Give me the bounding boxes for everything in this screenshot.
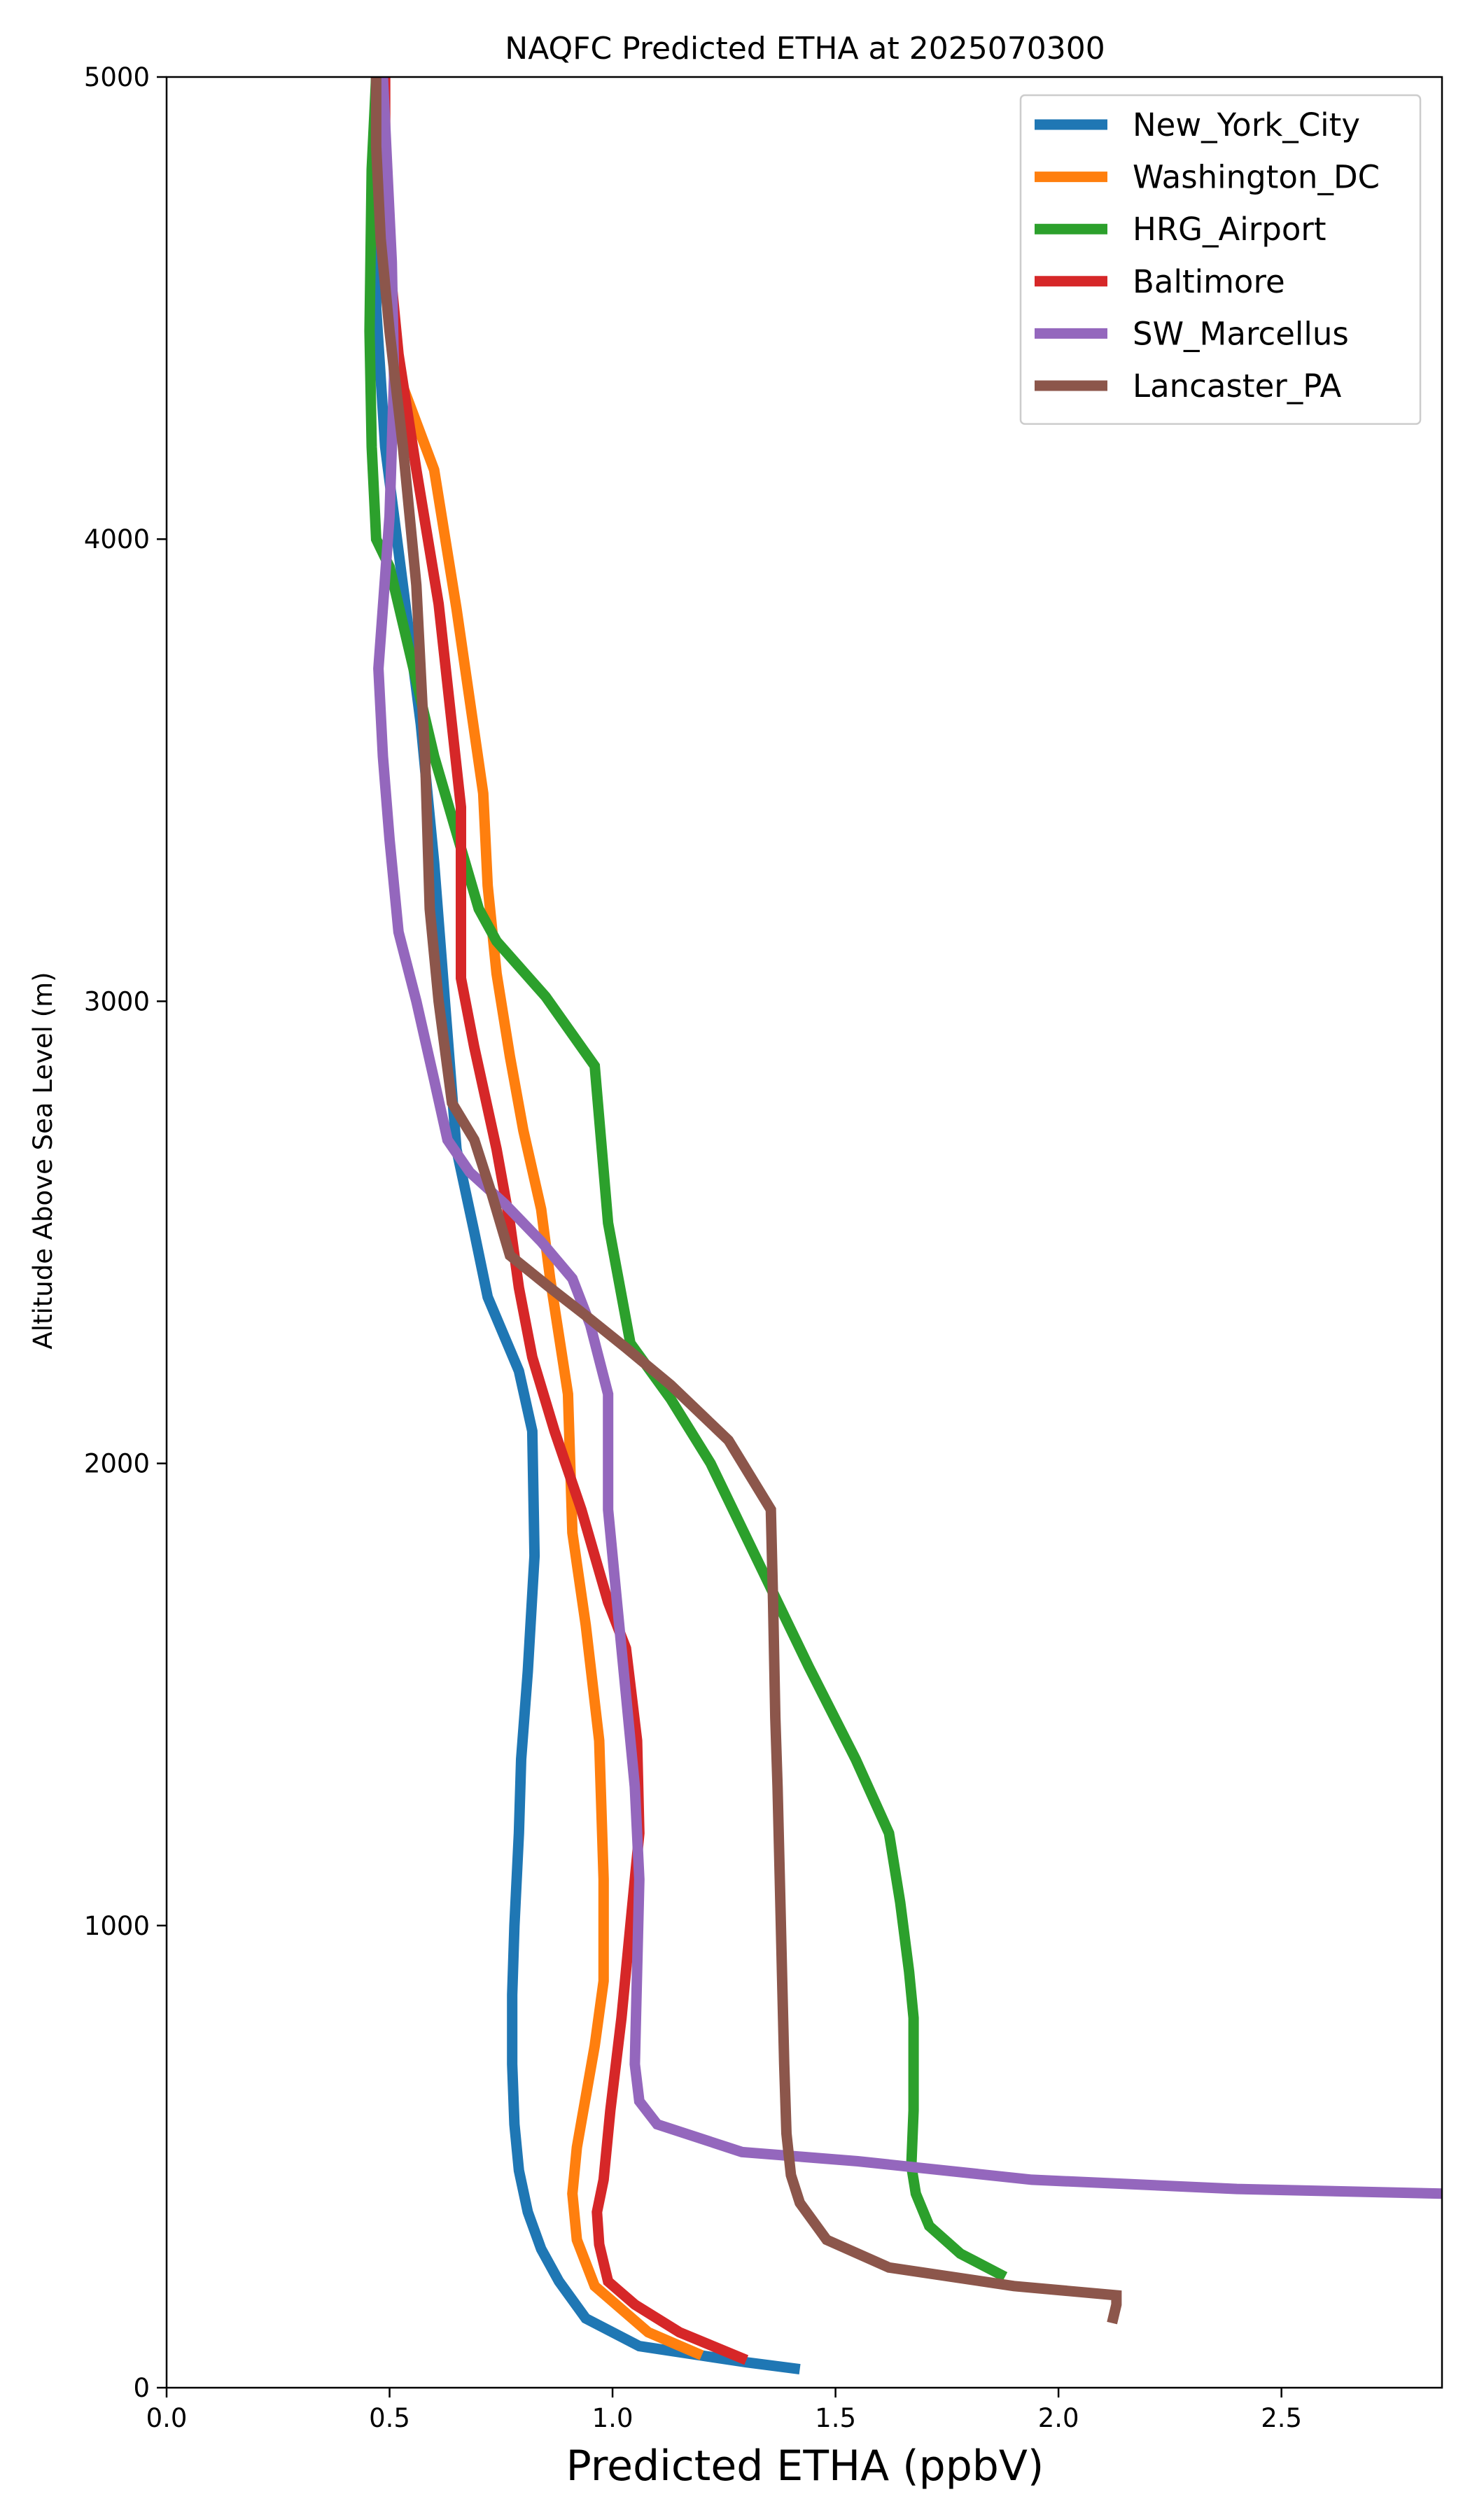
legend-label: New_York_City	[1133, 106, 1360, 144]
y-tick-label: 2000	[84, 1449, 150, 1479]
y-tick-label: 5000	[84, 62, 150, 92]
series-line-sw-marcellus	[373, 77, 1442, 2199]
legend-label: Baltimore	[1133, 263, 1285, 300]
legend-label: Washington_DC	[1133, 159, 1380, 196]
series-line-lancaster-pa	[370, 77, 1122, 2325]
plot-frame	[165, 76, 1443, 2389]
series-layer	[364, 77, 1442, 2375]
x-tick-label: 0.5	[369, 2403, 410, 2433]
y-axis-ticks: 0 1000 2000 3000 4000 5000	[84, 62, 167, 2403]
legend-box	[1019, 94, 1422, 425]
x-tick-label: 1.5	[815, 2403, 856, 2433]
x-tick-label: 1.0	[592, 2403, 634, 2433]
x-tick-label: 0.0	[146, 2403, 188, 2433]
legend-label: SW_Marcellus	[1133, 315, 1349, 352]
x-axis-label: Predicted ETHA (ppbV)	[566, 2442, 1044, 2491]
legend-label: HRG_Airport	[1133, 211, 1326, 248]
y-tick-label: 4000	[84, 524, 150, 554]
legend: New_York_City Washington_DC HRG_Airport Bal…	[1019, 94, 1422, 425]
y-axis-label: Altitude Above Sea Level (m)	[28, 972, 58, 1349]
x-axis-ticks: 0.0 0.5 1.0 1.5 2.0 2.5	[146, 2388, 1302, 2433]
y-tick-label: 1000	[84, 1911, 150, 1941]
series-line-washington-dc	[370, 77, 704, 2360]
legend-label: Lancaster_PA	[1133, 368, 1342, 405]
chart-title: NAQFC Predicted ETHA at 2025070300	[505, 31, 1105, 66]
x-tick-label: 2.5	[1261, 2403, 1302, 2433]
series-line-baltimore	[379, 77, 749, 2365]
y-tick-label: 0	[133, 2373, 150, 2403]
x-tick-label: 2.0	[1038, 2403, 1079, 2433]
y-tick-label: 3000	[84, 986, 150, 1016]
